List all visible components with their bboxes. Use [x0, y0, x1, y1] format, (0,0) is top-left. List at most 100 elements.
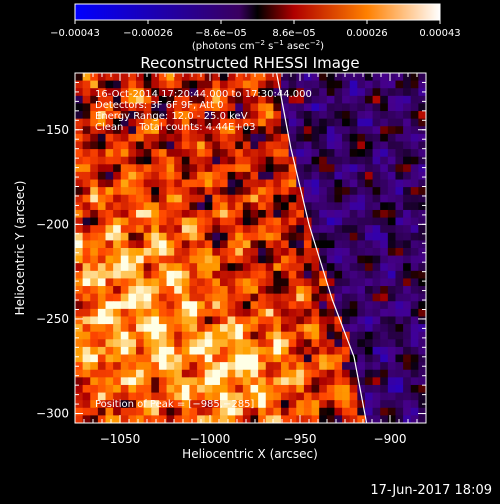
heatmap-cell [151, 156, 160, 165]
heatmap-cell [143, 354, 152, 363]
heatmap-cell [342, 278, 351, 287]
heatmap-cell [349, 187, 358, 196]
heatmap-cell [303, 400, 312, 409]
heatmap-cell [128, 179, 137, 188]
heatmap-cell [235, 270, 244, 279]
heatmap-cell [235, 126, 244, 135]
y-tick-label: −150 [36, 123, 69, 137]
heatmap-cell [387, 126, 396, 135]
heatmap-cell [410, 377, 419, 386]
heatmap-cell [204, 118, 213, 127]
heatmap-cell [128, 156, 137, 165]
heatmap-cell [97, 301, 106, 310]
heatmap-cell [395, 240, 404, 249]
heatmap-cell [158, 278, 167, 287]
heatmap-cell [120, 331, 129, 340]
heatmap-cell [273, 217, 282, 226]
heatmap-cell [113, 171, 122, 180]
heatmap-cell [151, 171, 160, 180]
heatmap-cell [380, 149, 389, 158]
heatmap-cell [273, 362, 282, 371]
heatmap-cell [349, 384, 358, 393]
heatmap-cell [296, 202, 305, 211]
heatmap-cell [380, 217, 389, 226]
heatmap-cell [128, 331, 137, 340]
heatmap-cell [136, 225, 145, 234]
heatmap-cell [418, 103, 426, 112]
heatmap-cell [181, 324, 190, 333]
heatmap-cell [174, 179, 183, 188]
heatmap-cell [380, 324, 389, 333]
heatmap-cell [204, 324, 213, 333]
heatmap-cell [387, 248, 396, 257]
heatmap-cell [120, 377, 129, 386]
heatmap-cell [258, 324, 267, 333]
heatmap-cell [97, 248, 106, 257]
heatmap-cell [258, 118, 267, 127]
heatmap-cell [242, 232, 251, 241]
heatmap-cell [75, 133, 84, 142]
heatmap-cell [311, 354, 320, 363]
heatmap-cell [403, 248, 412, 257]
heatmap-cell [82, 149, 91, 158]
heatmap-cell [219, 248, 229, 257]
heatmap-cell [380, 225, 389, 234]
heatmap-cell [189, 384, 198, 393]
heatmap-cell [128, 80, 137, 89]
heatmap-cell [82, 232, 91, 241]
heatmap-cell [242, 362, 251, 371]
heatmap-cell [281, 88, 290, 97]
heatmap-cell [128, 149, 137, 158]
heatmap-cell [227, 171, 236, 180]
heatmap-cell [303, 278, 312, 287]
heatmap-cell [235, 103, 244, 112]
heatmap-cell [120, 187, 129, 196]
heatmap-cell [281, 377, 290, 386]
heatmap-cell [403, 339, 412, 348]
heatmap-cell [403, 316, 412, 325]
heatmap-cell [342, 179, 351, 188]
heatmap-cell [181, 278, 190, 287]
heatmap-cell [380, 377, 389, 386]
heatmap-cell [75, 73, 84, 82]
heatmap-cell [296, 118, 305, 127]
heatmap-cell [174, 111, 183, 120]
heatmap-cell [212, 202, 221, 211]
heatmap-cell [395, 126, 404, 135]
heatmap-cell [120, 202, 129, 211]
heatmap-cell [181, 103, 190, 112]
heatmap-cell [90, 407, 99, 416]
heatmap-cell [151, 354, 160, 363]
heatmap-cell [326, 407, 335, 416]
heatmap-cell [303, 187, 312, 196]
heatmap-cell [349, 392, 358, 401]
heatmap-cell [204, 225, 213, 234]
heatmap-cell [403, 95, 412, 104]
heatmap-cell [372, 324, 381, 333]
heatmap-cell [357, 255, 366, 264]
heatmap-cell [357, 73, 366, 82]
heatmap-cell [242, 187, 251, 196]
heatmap-cell [212, 362, 221, 371]
heatmap-cell [166, 331, 175, 340]
heatmap-cell [90, 118, 99, 127]
heatmap-cell [82, 308, 91, 317]
heatmap-cell [357, 232, 366, 241]
heatmap-cell [311, 255, 320, 264]
heatmap-cell [128, 308, 137, 317]
heatmap-cell [357, 149, 366, 158]
heatmap-cell [258, 331, 267, 340]
heatmap-cell [273, 324, 282, 333]
heatmap-cell [82, 255, 91, 264]
heatmap-cell [143, 118, 152, 127]
heatmap-cell [387, 331, 396, 340]
heatmap-cell [82, 407, 91, 416]
heatmap-cell [90, 248, 99, 257]
heatmap-cell [136, 324, 145, 333]
heatmap-cell [265, 209, 274, 218]
heatmap-cell [181, 407, 190, 416]
heatmap-cell [334, 415, 343, 423]
heatmap-cell [189, 362, 198, 371]
heatmap-cell [227, 232, 236, 241]
heatmap-cell [158, 133, 167, 142]
